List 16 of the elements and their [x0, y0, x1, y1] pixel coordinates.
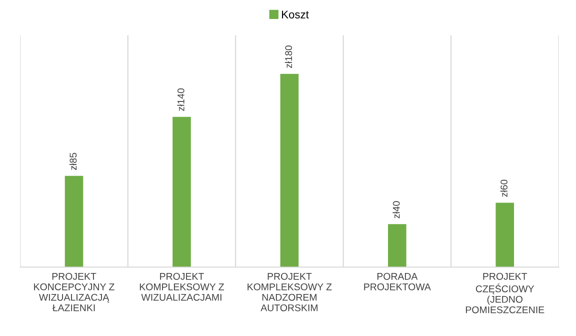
- x-tick-label: PROJEKT KOMPLEKSOWY Z NADZOREM AUTORSKIM: [248, 272, 332, 312]
- bar: [388, 224, 406, 268]
- data-label: zł180: [284, 46, 292, 68]
- x-tick-label: PROJEKT KOMPLEKSOWY Z WIZUALIZACJAMI: [140, 272, 224, 301]
- x-tick-label: PROJEKT KONCEPCYJNY Z WIZUALIZACJĄ ŁAZIENKI: [34, 272, 114, 312]
- x-tick-label: PROJEKT CZĘŚCIOWY (JEDNO POMIESZCZENIE: [466, 272, 544, 314]
- bar: [172, 116, 191, 268]
- bar: [64, 176, 84, 268]
- legend-label: Koszt: [282, 10, 309, 18]
- x-tick-label: PORADA PROJEKTOWA: [364, 272, 431, 290]
- bar: [280, 74, 299, 268]
- data-label: zł140: [177, 88, 184, 111]
- data-label: zł40: [392, 201, 400, 218]
- data-label: zł60: [500, 180, 508, 197]
- bar: [496, 202, 514, 268]
- data-label: zł85: [69, 152, 77, 170]
